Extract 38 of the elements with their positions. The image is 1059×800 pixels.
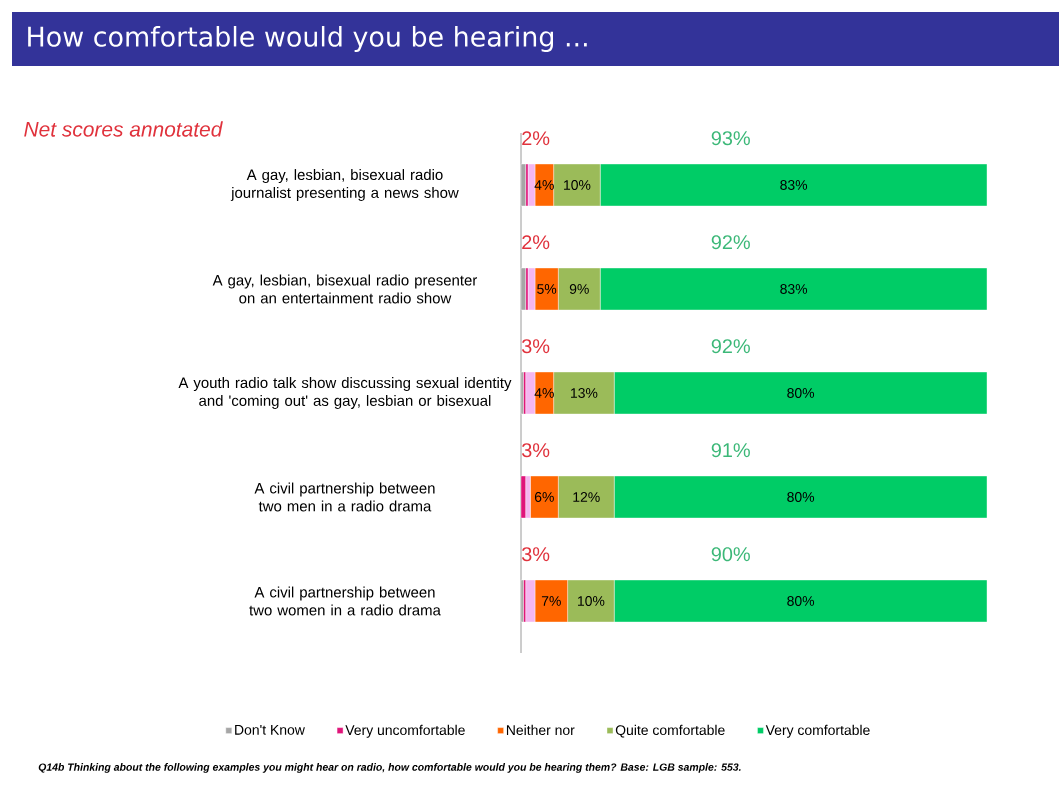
data-label: 6% <box>534 492 554 502</box>
annotation: 2% <box>522 131 550 146</box>
data-label: 13% <box>571 388 598 398</box>
y-tick-label: A gay, lesbian, bisexual radio presenter on an entertainment radio show <box>212 274 478 304</box>
y-tick-label: A civil partnership between two men in a radio drama <box>254 482 435 512</box>
annotation: 3% <box>521 547 550 562</box>
text: Q14b Thinking about the following examples you might hear on radio, how comfortable would you be hearing them? Base: LGB sample: 553. <box>38 763 741 773</box>
annotation: 2% <box>522 235 550 250</box>
text: Net scores annotated <box>24 121 223 137</box>
y-tick-label: A gay, lesbian, bisexual radio journalist presenting a news show <box>230 169 459 201</box>
y-tick-label: A civil partnership between two women in a radio drama <box>249 586 441 616</box>
legend-label: Very uncomfortable <box>345 724 465 738</box>
data-label: 10% <box>578 596 605 606</box>
data-label: 80% <box>787 492 815 502</box>
data-label: 10% <box>564 180 591 190</box>
legend-label: Neither nor <box>506 724 575 736</box>
legend-label: Don't Know <box>235 725 305 735</box>
annotation: 92% <box>711 235 750 250</box>
data-label: 12% <box>573 492 600 502</box>
annotation: 3% <box>521 443 550 458</box>
data-label: 80% <box>787 596 815 606</box>
annotation: 91% <box>711 443 750 458</box>
data-label: 83% <box>780 284 808 294</box>
legend-label: Quite comfortable <box>615 724 725 738</box>
data-label: 7% <box>541 596 561 606</box>
data-label: 83% <box>780 180 808 190</box>
bar <box>520 267 526 311</box>
annotation: 93% <box>711 131 750 146</box>
chart-title: How comfortable would you be hearing ... <box>28 25 587 53</box>
data-label: 80% <box>787 388 815 398</box>
annotation: 3% <box>521 339 550 354</box>
bar <box>520 163 526 207</box>
data-label: 5% <box>537 284 557 294</box>
annotation: 92% <box>711 339 750 354</box>
data-label: 9% <box>569 284 589 294</box>
legend-label: Very comfortable <box>765 724 870 738</box>
annotation: 90% <box>711 547 750 562</box>
y-tick-label: A youth radio talk show discussing sexual identity and 'coming out' as gay, lesbian or bisexual <box>178 377 512 409</box>
